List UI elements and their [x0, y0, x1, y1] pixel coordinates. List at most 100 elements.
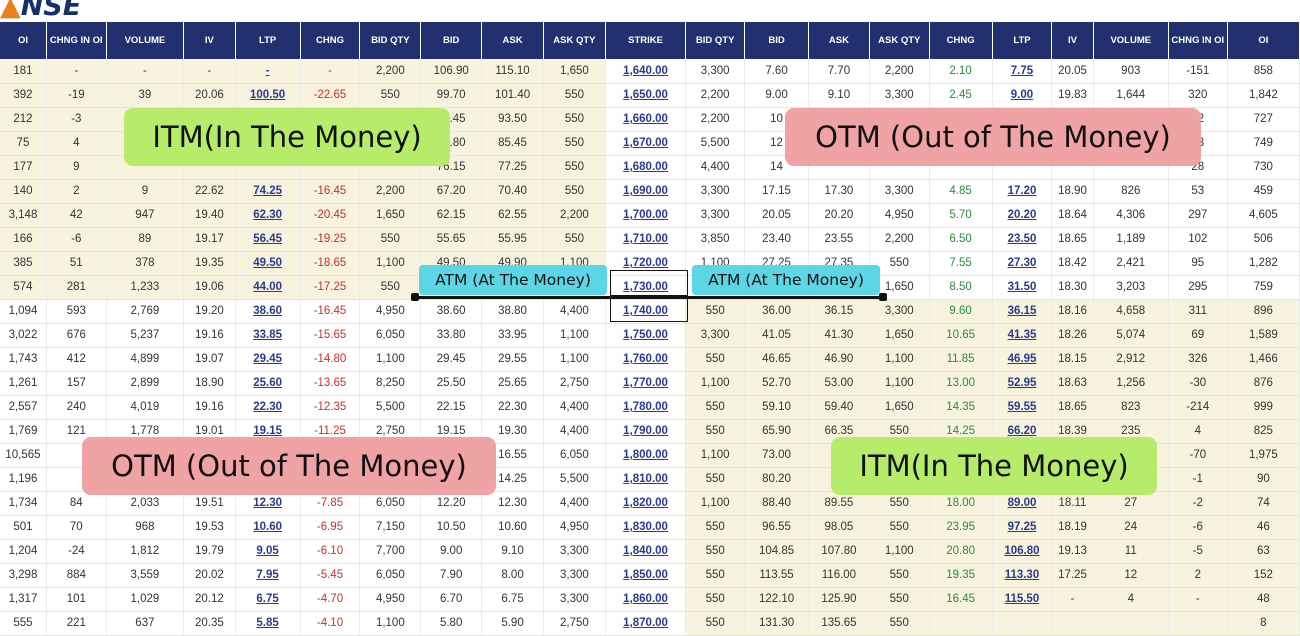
ltp-link[interactable]: 41.35: [992, 323, 1053, 348]
ltp-link[interactable]: 115.50: [992, 587, 1053, 612]
ltp-link[interactable]: 5.85: [235, 611, 301, 636]
ltp-link[interactable]: 113.30: [992, 563, 1053, 588]
ltp-link[interactable]: 36.15: [992, 299, 1053, 324]
strike-price-link[interactable]: 1,870.00: [605, 611, 687, 636]
strike-price-link[interactable]: 1,680.00: [605, 155, 687, 180]
strike-price-link[interactable]: 1,860.00: [605, 587, 687, 612]
table-cell: 98.05: [808, 515, 870, 540]
column-header[interactable]: CHNG: [300, 22, 361, 59]
table-cell: -: [183, 59, 236, 84]
ltp-link[interactable]: 27.30: [992, 251, 1053, 276]
table-cell: 4,400: [543, 419, 606, 444]
strike-price-link[interactable]: 1,780.00: [605, 395, 687, 420]
strike-price-link[interactable]: 1,740.00: [605, 299, 687, 324]
table-cell: 297: [1168, 203, 1228, 228]
ltp-link[interactable]: 49.50: [235, 251, 301, 276]
ltp-link[interactable]: 44.00: [235, 275, 301, 300]
table-cell: 1,650: [869, 395, 930, 420]
strike-price-link[interactable]: 1,710.00: [605, 227, 687, 252]
strike-price-link[interactable]: 1,820.00: [605, 491, 687, 516]
strike-price-link[interactable]: 1,660.00: [605, 107, 687, 132]
column-header[interactable]: BID QTY: [359, 22, 422, 59]
ltp-link[interactable]: -: [235, 59, 301, 84]
table-cell: 116.00: [808, 563, 870, 588]
strike-price-link[interactable]: 1,770.00: [605, 371, 687, 396]
strike-price-link[interactable]: 1,810.00: [605, 467, 687, 492]
ltp-link[interactable]: 29.45: [235, 347, 301, 372]
table-cell: 3,300: [869, 179, 930, 204]
strike-price-link[interactable]: 1,830.00: [605, 515, 687, 540]
ltp-link[interactable]: 23.50: [992, 227, 1053, 252]
table-cell: 550: [869, 587, 930, 612]
ltp-link[interactable]: 38.60: [235, 299, 301, 324]
column-header[interactable]: IV: [1051, 22, 1094, 59]
table-cell: 10.60: [481, 515, 544, 540]
table-cell: 18.64: [1051, 203, 1094, 228]
ltp-link[interactable]: 17.20: [992, 179, 1053, 204]
atm-line-left-dot: [411, 293, 419, 301]
ltp-link[interactable]: 25.60: [235, 371, 301, 396]
strike-price-link[interactable]: 1,640.00: [605, 59, 687, 84]
ltp-link[interactable]: 59.55: [992, 395, 1053, 420]
ltp-link[interactable]: 62.30: [235, 203, 301, 228]
ltp-link[interactable]: 74.25: [235, 179, 301, 204]
column-header[interactable]: BID QTY: [685, 22, 746, 59]
ltp-link[interactable]: 7.75: [992, 59, 1053, 84]
table-cell: 1,196: [0, 467, 47, 492]
ltp-link[interactable]: 22.30: [235, 395, 301, 420]
table-cell: 17.15: [744, 179, 809, 204]
ltp-link[interactable]: 97.25: [992, 515, 1053, 540]
column-header[interactable]: CHNG IN OI: [1168, 22, 1228, 59]
column-header[interactable]: CHNG: [929, 22, 993, 59]
column-header[interactable]: LTP: [992, 22, 1053, 59]
column-header[interactable]: ASK: [481, 22, 544, 59]
table-cell: 2,421: [1093, 251, 1169, 276]
column-header[interactable]: VOLUME: [1093, 22, 1169, 59]
column-header[interactable]: IV: [183, 22, 236, 59]
strike-price-link[interactable]: 1,840.00: [605, 539, 687, 564]
strike-price-link[interactable]: 1,790.00: [605, 419, 687, 444]
ltp-link[interactable]: 6.75: [235, 587, 301, 612]
column-header[interactable]: VOLUME: [106, 22, 185, 59]
ltp-link[interactable]: 33.85: [235, 323, 301, 348]
strike-price-link[interactable]: 1,760.00: [605, 347, 687, 372]
strike-price-link[interactable]: 1,720.00: [605, 251, 687, 276]
table-cell: 1,100: [685, 371, 746, 396]
table-cell: 20.05: [744, 203, 809, 228]
strike-price-link[interactable]: 1,690.00: [605, 179, 687, 204]
ltp-link[interactable]: 9.00: [992, 83, 1053, 108]
table-cell: 4,400: [543, 299, 606, 324]
column-header[interactable]: CHNG IN OI: [46, 22, 107, 59]
strike-price-link[interactable]: 1,800.00: [605, 443, 687, 468]
table-cell: 4,400: [685, 155, 746, 180]
column-header[interactable]: OI: [0, 22, 47, 59]
column-header[interactable]: STRIKE: [605, 22, 687, 59]
table-cell: 5,500: [543, 467, 606, 492]
column-header[interactable]: ASK: [808, 22, 870, 59]
column-header[interactable]: BID: [420, 22, 483, 59]
column-header[interactable]: OI: [1227, 22, 1300, 59]
ltp-link[interactable]: 100.50: [235, 83, 301, 108]
ltp-link[interactable]: [992, 611, 1053, 636]
column-header[interactable]: BID: [744, 22, 809, 59]
ltp-link[interactable]: 20.20: [992, 203, 1053, 228]
strike-price-link[interactable]: 1,670.00: [605, 131, 687, 156]
ltp-link[interactable]: 10.60: [235, 515, 301, 540]
ltp-link[interactable]: 7.95: [235, 563, 301, 588]
column-header[interactable]: LTP: [235, 22, 301, 59]
ltp-link[interactable]: 56.45: [235, 227, 301, 252]
strike-price-link[interactable]: 1,850.00: [605, 563, 687, 588]
column-header[interactable]: ASK QTY: [543, 22, 606, 59]
ltp-link[interactable]: 89.00: [992, 491, 1053, 516]
column-header[interactable]: ASK QTY: [869, 22, 930, 59]
strike-price-link[interactable]: 1,750.00: [605, 323, 687, 348]
table-cell: -6.95: [300, 515, 361, 540]
ltp-link[interactable]: 106.80: [992, 539, 1053, 564]
ltp-link[interactable]: 12.30: [235, 491, 301, 516]
ltp-link[interactable]: 31.50: [992, 275, 1053, 300]
strike-price-link[interactable]: 1,650.00: [605, 83, 687, 108]
strike-price-link[interactable]: 1,700.00: [605, 203, 687, 228]
ltp-link[interactable]: 46.95: [992, 347, 1053, 372]
ltp-link[interactable]: 9.05: [235, 539, 301, 564]
ltp-link[interactable]: 52.95: [992, 371, 1053, 396]
